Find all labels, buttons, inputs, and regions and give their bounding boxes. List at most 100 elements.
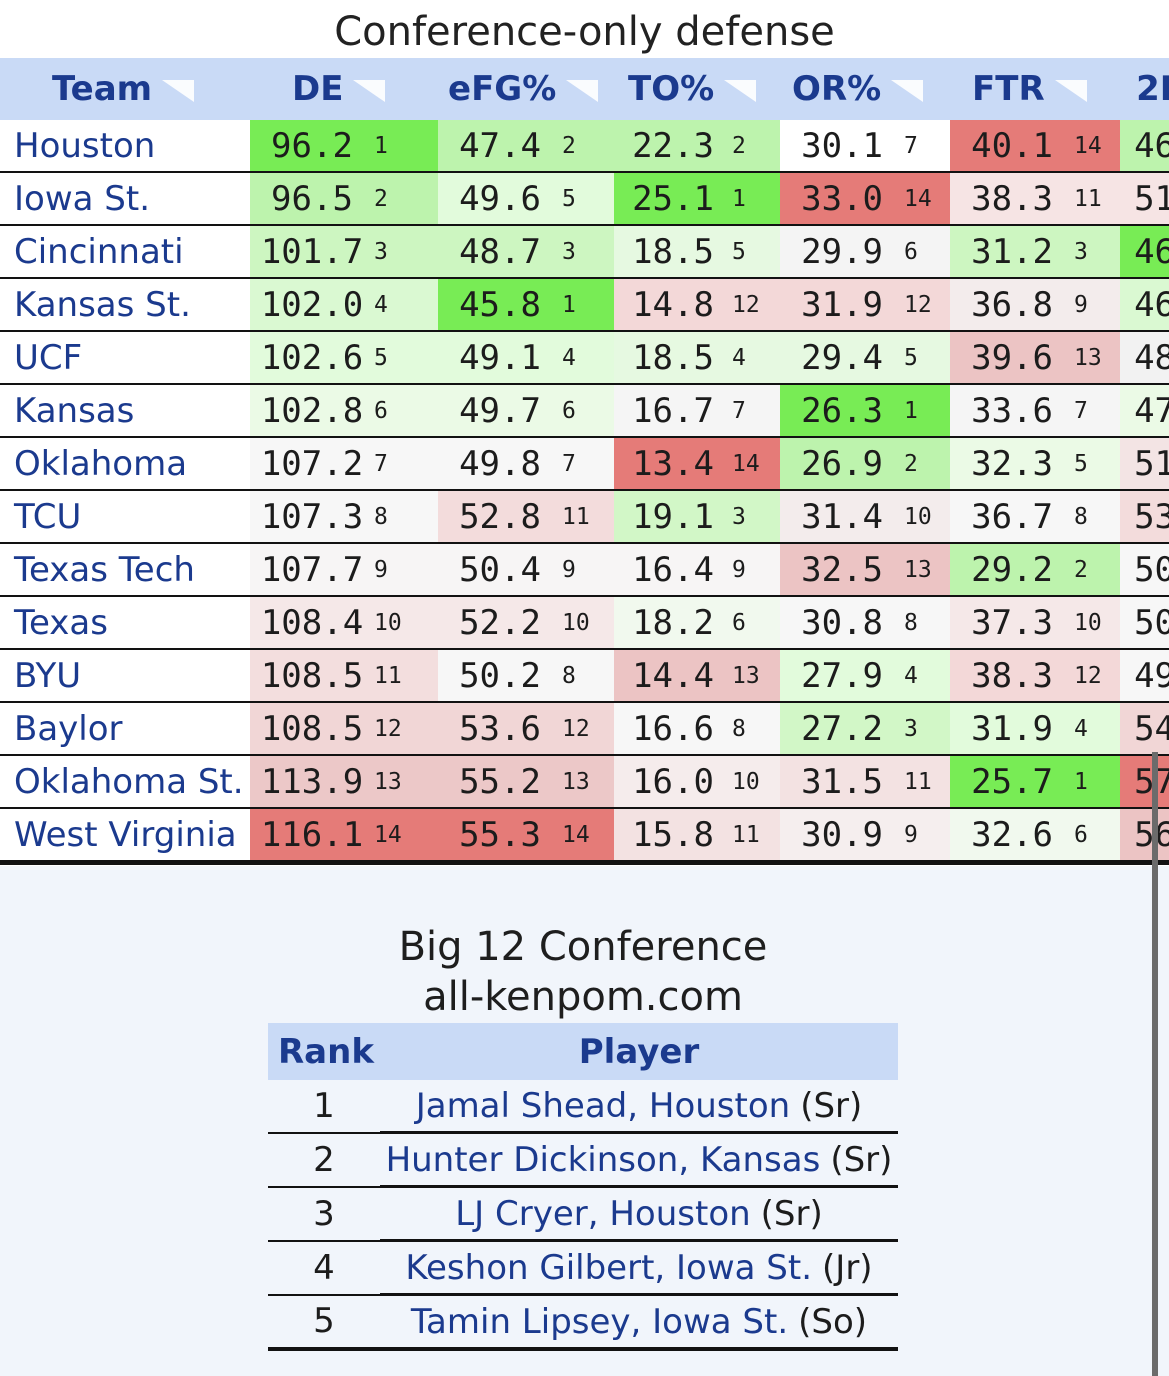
to-rank: 2	[732, 120, 781, 173]
efg-rank: 4	[562, 331, 615, 385]
player-name-link[interactable]: LJ Cryer	[455, 1193, 588, 1234]
player-name-link[interactable]: Keshon Gilbert	[405, 1247, 655, 1288]
player-rank: 2	[268, 1132, 380, 1188]
team-link[interactable]: TCU	[0, 490, 250, 544]
team-link[interactable]: Baylor	[0, 702, 250, 756]
ftr-rank: 14	[1074, 120, 1121, 173]
to-value: 16.0	[614, 755, 733, 809]
list-item: 3 LJ Cryer, Houston (Sr)	[268, 1186, 898, 1242]
player-team-link[interactable]: Houston	[648, 1085, 791, 1126]
ftr-rank: 11	[1074, 172, 1121, 226]
or-value: 32.5	[780, 543, 905, 597]
team-link[interactable]: Texas	[0, 596, 250, 650]
list-item: 4 Keshon Gilbert, Iowa St. (Jr)	[268, 1240, 898, 1296]
player-class: (So)	[798, 1301, 868, 1342]
to-value: 14.8	[614, 278, 733, 332]
rank-header: Rank	[268, 1023, 380, 1080]
sort-icon[interactable]	[353, 79, 386, 102]
player-name-link[interactable]: Hunter Dickinson	[385, 1139, 679, 1180]
sort-icon[interactable]	[891, 79, 924, 102]
team-link[interactable]: Oklahoma St.	[0, 755, 250, 809]
or-rank: 4	[904, 649, 951, 703]
team-link[interactable]: Iowa St.	[0, 172, 250, 226]
efg-value: 49.1	[438, 331, 563, 385]
de-value: 107.3	[250, 490, 374, 544]
player-rank: 4	[268, 1240, 380, 1296]
efg-rank: 10	[562, 596, 615, 650]
to-rank: 8	[732, 702, 781, 756]
player-team-link[interactable]: Houston	[609, 1193, 751, 1234]
to-rank: 14	[732, 437, 781, 491]
de-value: 108.5	[250, 649, 374, 703]
efg-rank: 5	[562, 172, 615, 226]
page-title: Conference-only defense	[334, 9, 835, 55]
2p-value: 53	[1120, 490, 1169, 544]
team-link[interactable]: Texas Tech	[0, 543, 250, 597]
column-header-or[interactable]: OR%	[780, 58, 951, 120]
player-rank: 3	[268, 1186, 380, 1242]
column-header-de[interactable]: DE	[250, 58, 439, 120]
team-link[interactable]: Cincinnati	[0, 225, 250, 279]
conference-subtitle: all-kenpom.com	[423, 974, 743, 1020]
stats-table-container[interactable]: Team DE eFG% TO% OR% FTR 2P Houston96.21…	[0, 58, 1169, 866]
table-row: West Virginia 116.1 14 55.3 14 15.8 11 30.9 9 32.…	[0, 808, 1169, 865]
team-link[interactable]: BYU	[0, 649, 250, 703]
player-team-link[interactable]: Iowa St.	[676, 1247, 813, 1288]
or-value: 31.5	[780, 755, 905, 809]
team-link[interactable]: Kansas St.	[0, 278, 250, 332]
de-value: 101.7	[250, 225, 374, 279]
sort-icon[interactable]	[162, 79, 195, 102]
team-link[interactable]: Oklahoma	[0, 437, 250, 491]
or-value: 30.1	[780, 120, 905, 173]
de-rank: 11	[374, 649, 439, 703]
2p-value: 51	[1120, 437, 1169, 491]
or-value: 26.3	[780, 384, 905, 438]
table-row: Oklahoma St. 113.9 13 55.2 13 16.0 10 31.5 11 25.…	[0, 755, 1169, 809]
player-team-link[interactable]: Iowa St.	[652, 1301, 789, 1342]
team-link[interactable]: Houston	[0, 120, 250, 173]
sort-icon[interactable]	[724, 79, 757, 102]
or-value: 29.9	[780, 225, 905, 279]
scrollbar-divider[interactable]	[1152, 752, 1158, 1376]
to-value: 19.1	[614, 490, 733, 544]
sort-icon[interactable]	[1054, 79, 1087, 102]
or-rank: 2	[904, 437, 951, 491]
team-link[interactable]: Kansas	[0, 384, 250, 438]
column-header-ftr[interactable]: FTR	[950, 58, 1121, 120]
or-rank: 11	[904, 755, 951, 809]
de-rank: 4	[374, 278, 439, 332]
team-link[interactable]: West Virginia	[0, 808, 250, 865]
column-header-2p[interactable]: 2P	[1120, 58, 1169, 120]
2p-value: 54	[1120, 702, 1169, 756]
or-rank: 12	[904, 278, 951, 332]
de-value: 113.9	[250, 755, 374, 809]
sort-icon[interactable]	[566, 79, 599, 102]
separator: ,	[630, 1301, 653, 1342]
column-header-to[interactable]: TO%	[614, 58, 781, 120]
efg-rank: 7	[562, 437, 615, 491]
ftr-rank: 3	[1074, 225, 1121, 279]
list-item: 5 Tamin Lipsey, Iowa St. (So)	[268, 1294, 898, 1351]
team-link[interactable]: UCF	[0, 331, 250, 385]
ftr-rank: 5	[1074, 437, 1121, 491]
efg-value: 47.4	[438, 120, 563, 173]
column-header-efg[interactable]: eFG%	[438, 58, 615, 120]
player-class: (Jr)	[822, 1247, 873, 1288]
to-rank: 13	[732, 649, 781, 703]
player-cell: Hunter Dickinson, Kansas (Sr)	[380, 1132, 898, 1188]
player-name-link[interactable]: Jamal Shead	[415, 1085, 628, 1126]
player-rank: 1	[268, 1080, 380, 1134]
stats-header-row: Team DE eFG% TO% OR% FTR 2P	[0, 58, 1169, 120]
player-team-link[interactable]: Kansas	[699, 1139, 821, 1180]
ftr-rank: 1	[1074, 755, 1121, 809]
de-rank: 3	[374, 225, 439, 279]
ftr-rank: 12	[1074, 649, 1121, 703]
column-header-team[interactable]: Team	[0, 58, 250, 120]
player-class: (Sr)	[830, 1139, 893, 1180]
ftr-value: 38.3	[950, 172, 1075, 226]
player-name-link[interactable]: Tamin Lipsey	[410, 1301, 631, 1342]
